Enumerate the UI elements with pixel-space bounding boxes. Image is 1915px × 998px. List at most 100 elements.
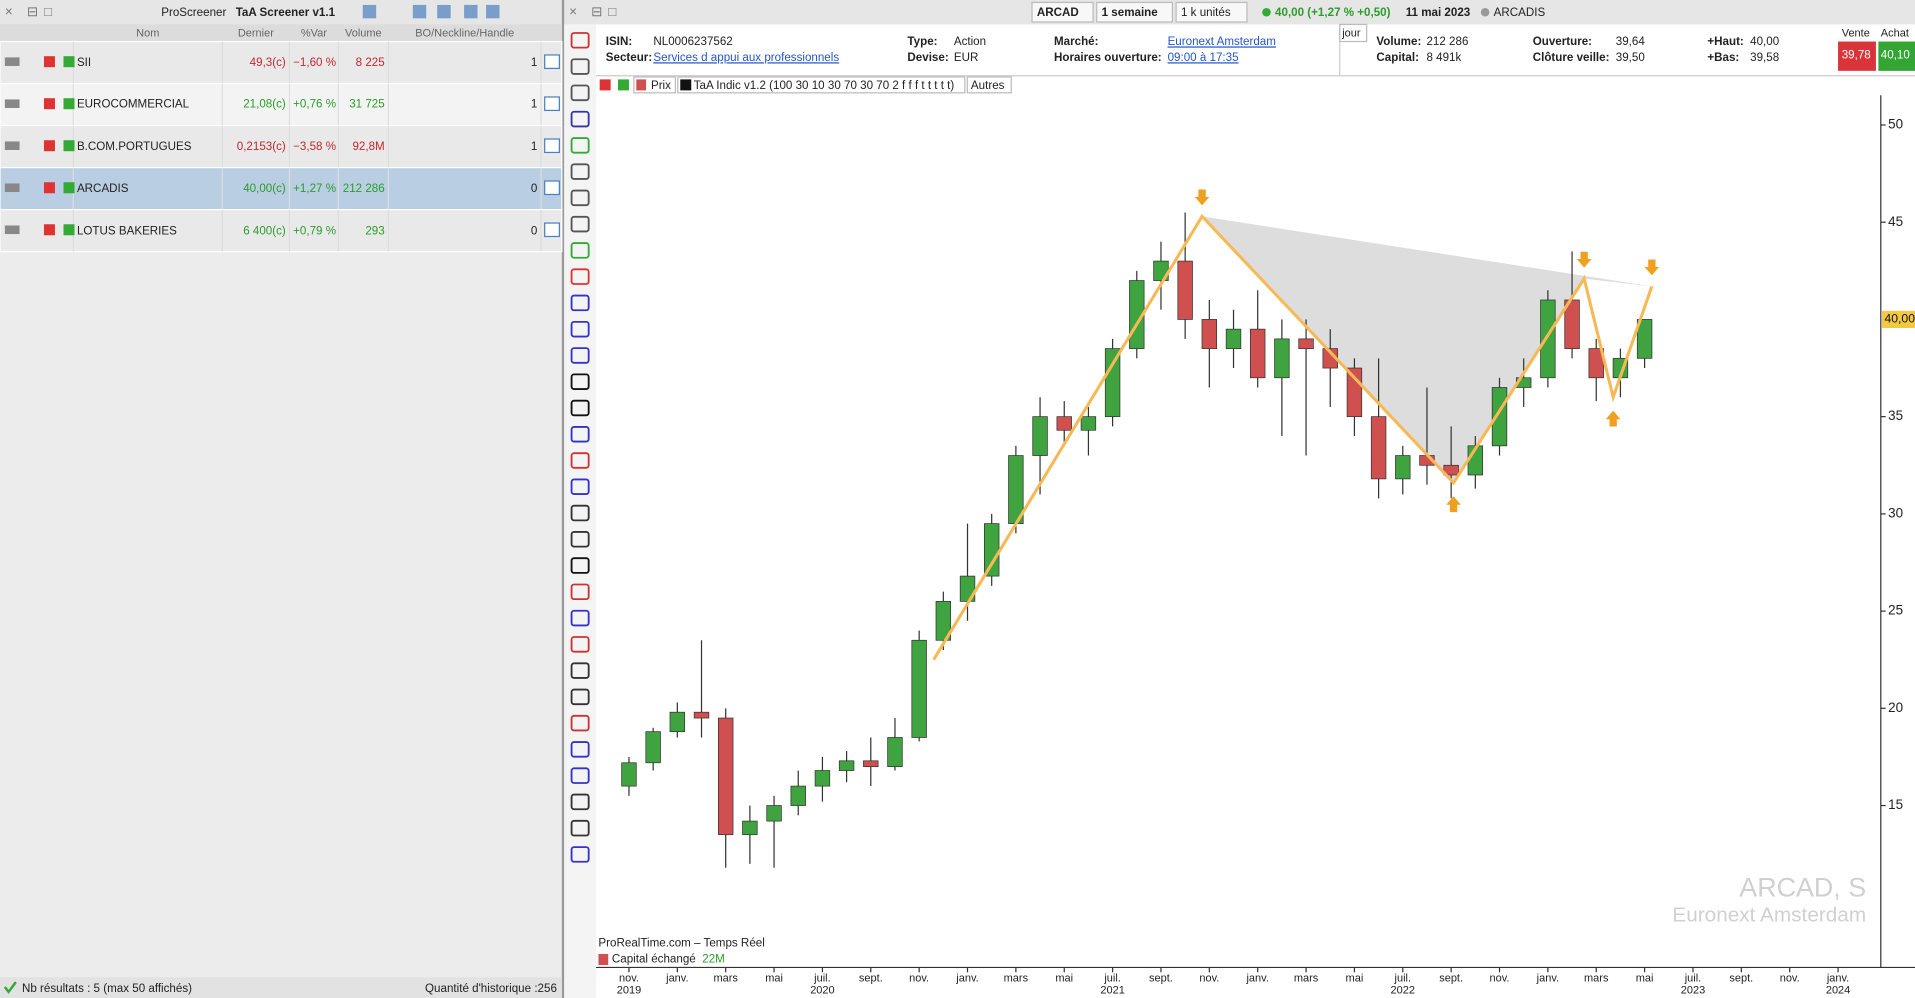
candle-body xyxy=(693,711,710,719)
tab[interactable]: ProScreener xyxy=(161,6,227,20)
toolbar-icon[interactable] xyxy=(437,4,451,19)
add-icon[interactable] xyxy=(63,56,75,68)
legend-box[interactable] xyxy=(966,76,1012,94)
column-header[interactable]: Dernier xyxy=(237,26,274,40)
tool-icon[interactable] xyxy=(570,399,590,417)
tool-icon[interactable] xyxy=(570,688,590,706)
candle-body xyxy=(1177,260,1193,320)
chart-icon[interactable] xyxy=(544,138,560,154)
window-button[interactable]: □ xyxy=(608,4,616,19)
tool-icon[interactable] xyxy=(570,215,590,233)
legend-entry[interactable]: Autres xyxy=(970,79,1005,93)
tool-icon[interactable] xyxy=(570,662,590,679)
legend-entry[interactable]: TaA Indic v1.2 (100 30 10 30 70 30 70 2 … xyxy=(693,79,955,93)
tool-icon[interactable] xyxy=(570,32,590,49)
info-link[interactable]: Services d appui aux professionnels xyxy=(653,51,840,65)
chart-icon[interactable] xyxy=(544,222,560,238)
add-icon[interactable] xyxy=(63,182,75,194)
tool-icon[interactable] xyxy=(570,58,590,75)
units[interactable]: 1 k unités xyxy=(1180,6,1231,20)
tool-icon[interactable] xyxy=(570,583,590,601)
tool-icon[interactable] xyxy=(570,531,590,548)
window-button[interactable]: ⊟ xyxy=(591,4,602,19)
column-header[interactable]: %Var xyxy=(300,26,327,40)
remove-icon[interactable] xyxy=(43,140,55,152)
cell: 92,8M xyxy=(352,140,385,154)
tool-icon[interactable] xyxy=(570,767,590,784)
buy-price[interactable]: 40,10 xyxy=(1880,48,1910,63)
tool-icon[interactable] xyxy=(570,425,590,443)
tool-icon[interactable] xyxy=(570,714,590,732)
period[interactable]: 1 semaine xyxy=(1101,6,1158,20)
y-tick-label: 20 xyxy=(1888,700,1903,715)
tool-icon[interactable] xyxy=(570,84,590,102)
tool-icon[interactable] xyxy=(570,846,590,863)
add-icon[interactable] xyxy=(63,224,75,236)
legend-icon[interactable] xyxy=(617,79,629,91)
buy-box[interactable] xyxy=(1878,41,1915,71)
cell: ARCADIS xyxy=(76,182,129,196)
column-header[interactable]: BO/Neckline/Handle xyxy=(415,26,515,40)
tool-icon[interactable] xyxy=(570,557,590,574)
period-box[interactable] xyxy=(1096,1,1174,23)
chart-icon[interactable] xyxy=(544,96,560,112)
toolbar-icon[interactable] xyxy=(486,4,500,19)
add-icon[interactable] xyxy=(63,140,75,152)
tool-icon[interactable] xyxy=(570,110,590,128)
tool-icon[interactable] xyxy=(570,741,590,758)
column-header[interactable]: Nom xyxy=(136,26,160,40)
info-link[interactable]: Euronext Amsterdam xyxy=(1167,35,1276,49)
tool-icon[interactable] xyxy=(570,609,590,627)
sell-price[interactable]: 39,78 xyxy=(1841,48,1871,63)
column-header[interactable]: Volume xyxy=(344,26,382,40)
window-button[interactable]: × xyxy=(5,4,13,19)
chart-icon[interactable] xyxy=(544,180,560,196)
table-row[interactable] xyxy=(0,82,563,127)
tool-icon[interactable] xyxy=(570,478,590,496)
cell: 21,08(c) xyxy=(243,98,286,112)
tool-icon[interactable] xyxy=(570,320,590,338)
tool-icon[interactable] xyxy=(570,163,590,180)
tool-icon[interactable] xyxy=(570,347,590,364)
tool-icon[interactable] xyxy=(570,242,590,259)
toolbar-icon[interactable] xyxy=(464,4,478,19)
tab[interactable]: TaA Screener v1.1 xyxy=(235,6,336,20)
chart-icon[interactable] xyxy=(544,54,560,70)
tool-icon[interactable] xyxy=(570,373,590,390)
legend-entry[interactable]: Prix xyxy=(650,79,671,93)
sell-box[interactable] xyxy=(1838,41,1876,71)
add-icon[interactable] xyxy=(63,98,75,110)
units-box[interactable] xyxy=(1175,1,1248,23)
table-row[interactable] xyxy=(0,124,563,169)
tool-icon[interactable] xyxy=(570,189,590,207)
window-button[interactable]: ⊟ xyxy=(27,4,38,19)
legend-box[interactable] xyxy=(677,76,966,94)
table-row[interactable] xyxy=(0,208,563,253)
table-row[interactable] xyxy=(0,40,563,85)
remove-icon[interactable] xyxy=(43,98,55,110)
remove-icon[interactable] xyxy=(43,182,55,194)
legend-icon[interactable] xyxy=(599,79,611,91)
tool-icon[interactable] xyxy=(570,504,590,522)
tool-icon[interactable] xyxy=(570,268,590,285)
remove-icon[interactable] xyxy=(43,56,55,68)
tab-box[interactable] xyxy=(1339,23,1368,43)
tool-icon[interactable] xyxy=(570,636,590,653)
x-year-label: 2020 xyxy=(810,985,834,997)
tool-icon[interactable] xyxy=(570,793,590,811)
tool-icon[interactable] xyxy=(570,137,590,154)
info-link[interactable]: 09:00 à 17:35 xyxy=(1167,51,1239,65)
symbol[interactable]: ARCAD xyxy=(1036,6,1079,20)
symbol-box[interactable] xyxy=(1031,1,1094,23)
remove-icon[interactable] xyxy=(43,224,55,236)
window-button[interactable]: × xyxy=(569,4,577,19)
toolbar-icon[interactable] xyxy=(412,4,427,19)
window-button[interactable]: □ xyxy=(44,4,52,19)
tool-icon[interactable] xyxy=(570,294,590,312)
tool-icon[interactable] xyxy=(570,452,590,469)
toolbar-icon[interactable] xyxy=(362,4,377,19)
table-row[interactable] xyxy=(0,166,563,211)
tool-icon[interactable] xyxy=(570,819,590,837)
tab[interactable]: jour xyxy=(1342,26,1361,40)
candle-body xyxy=(1104,348,1121,418)
